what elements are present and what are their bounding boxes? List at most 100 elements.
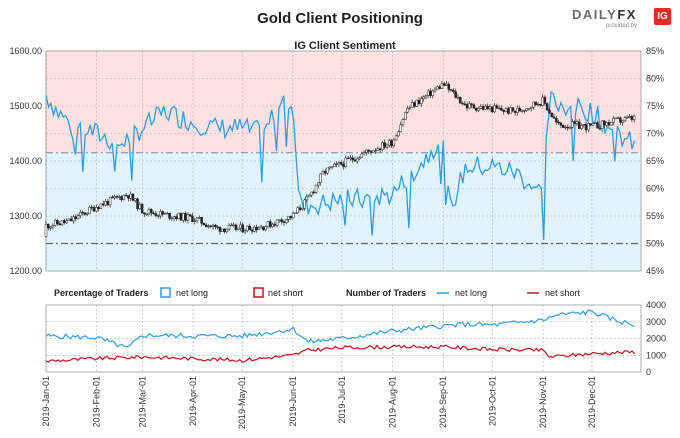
candle-body [76, 215, 80, 219]
candle-body [415, 99, 418, 107]
candle-body [166, 212, 169, 215]
candle-body [298, 207, 302, 210]
candle-body [607, 122, 611, 126]
candle-body [610, 121, 613, 126]
date-tick-label: 2019-Jun-01 [288, 376, 298, 427]
candle-body [216, 226, 219, 228]
candle-body [376, 148, 380, 151]
candle-body [548, 109, 551, 114]
candle-body [555, 118, 558, 123]
brand-wordmark: DAILYFX [572, 7, 637, 22]
candle-body [273, 223, 277, 226]
candle-body [147, 209, 151, 215]
candle-body [465, 104, 469, 109]
brand-name-b: FX [617, 7, 637, 22]
candle-body [326, 167, 329, 174]
percentage-tick-label: 85% [646, 46, 664, 56]
candle-body [67, 218, 71, 221]
candle-body [269, 221, 272, 228]
candle-body [365, 149, 368, 153]
candle-body [115, 196, 119, 198]
candle-body [69, 218, 73, 222]
candle-body [351, 157, 354, 160]
candle-body [342, 164, 345, 167]
candle-body [44, 223, 48, 237]
candle-body [390, 140, 393, 147]
candle-body [275, 219, 279, 226]
candle-body [195, 217, 199, 222]
candle-body [628, 116, 631, 118]
candle-body [545, 103, 549, 111]
candle-body [95, 207, 98, 212]
count-axis-ticks: 0 1000 2000 3000 4000 [646, 300, 666, 377]
candle-body [307, 194, 311, 198]
candle-body [470, 103, 473, 106]
percentage-tick-label: 50% [646, 239, 664, 249]
sentiment-panel: 1200.00 1300.00 1400.00 1500.00 1600.00 45% 5… [9, 40, 664, 276]
price-tick-label: 1500.00 [9, 101, 42, 111]
candle-body [527, 108, 531, 110]
candle-body [600, 120, 604, 129]
candle-body [360, 153, 364, 158]
candle-body [108, 196, 112, 206]
candle-body [193, 220, 196, 222]
candle-body [362, 152, 366, 155]
candle-body [424, 95, 428, 98]
ig-badge: IG [654, 8, 671, 25]
candle-body [367, 149, 370, 152]
candle-body [564, 126, 567, 129]
candle-body [88, 206, 91, 214]
candle-body [523, 110, 526, 112]
candle-body [500, 107, 503, 111]
candle-body [413, 102, 416, 107]
candle-body [227, 225, 231, 230]
date-tick-label: 2019-Apr-01 [188, 376, 198, 426]
candle-body [474, 107, 478, 111]
candle-body [593, 122, 597, 124]
candle-body [168, 212, 171, 219]
candle-body [520, 110, 524, 112]
candle-body [557, 121, 560, 124]
candle-body [536, 103, 540, 106]
candle-body [420, 98, 423, 105]
pct-legend-short-swatch [253, 287, 264, 298]
candle-body [394, 135, 398, 141]
candle-body [472, 104, 476, 109]
candle-body [113, 196, 116, 199]
candle-body [101, 203, 105, 206]
candle-body [374, 150, 377, 152]
candle-body [202, 223, 206, 226]
pct-legend-short-label: net short [268, 288, 304, 298]
candle-body [614, 117, 618, 119]
candle-body [410, 102, 414, 108]
candle-body [53, 220, 57, 226]
candle-body [239, 224, 242, 229]
candle-body [621, 120, 624, 123]
candle-body [580, 125, 583, 129]
candle-body [509, 107, 512, 114]
count-tick-label: 1000 [646, 350, 666, 360]
candle-body [90, 206, 94, 209]
candle-body [140, 204, 144, 214]
candle-body [438, 86, 441, 89]
sentiment-subtitle: IG Client Sentiment [294, 40, 396, 52]
candle-body [172, 216, 176, 219]
net-short-zone [46, 51, 641, 153]
candle-body [259, 226, 263, 229]
candle-body [296, 207, 299, 214]
candle-body [92, 207, 96, 212]
trader-count-panel: 0 1000 2000 3000 4000 2019-Jan-01 2019-Feb-01… [41, 300, 666, 429]
candle-body [129, 193, 132, 199]
candle-body [477, 108, 480, 111]
candle-body [582, 124, 586, 126]
candle-body [106, 201, 110, 206]
candle-body [124, 194, 128, 197]
candle-body [486, 105, 489, 110]
candle-body [262, 226, 265, 231]
date-tick-label: 2019-Aug-01 [388, 376, 398, 428]
candle-body [319, 173, 322, 183]
candle-body [230, 224, 233, 227]
candle-body [223, 228, 226, 233]
candle-body [285, 219, 288, 223]
candle-body [330, 166, 334, 168]
